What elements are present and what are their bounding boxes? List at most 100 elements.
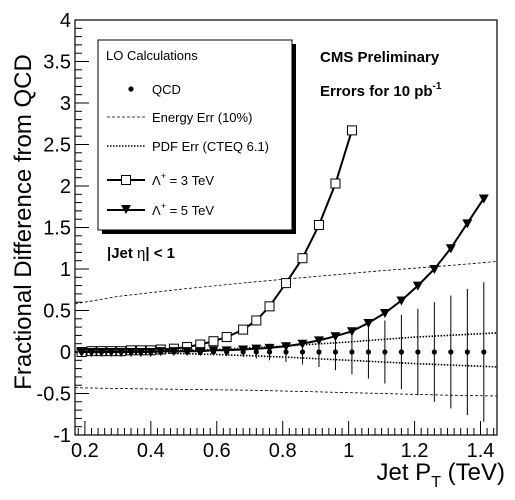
legend-lam3-suffix: = 3 TeV xyxy=(166,173,214,188)
lambda5-point xyxy=(462,219,473,229)
qcd-point xyxy=(398,349,404,355)
qcd-point xyxy=(415,349,421,355)
qcd-point xyxy=(240,349,246,355)
qcd-point xyxy=(481,349,487,355)
y-axis: -1 -0.5 0 0.5 1 1.5 2 2.5 3 3.5 4 xyxy=(37,10,89,447)
qcd-point xyxy=(158,349,164,355)
y-tick-label: -0.5 xyxy=(37,384,71,406)
y-tick-label: 0.5 xyxy=(43,301,71,323)
lambda3-point xyxy=(264,301,275,312)
lambda3-point xyxy=(297,253,308,264)
x-tick-label: 1.2 xyxy=(401,440,429,462)
legend-pdf-label: PDF Err (CTEQ 6.1) xyxy=(152,139,269,154)
y-tick-label: 3.5 xyxy=(43,52,71,74)
qcd-point xyxy=(184,349,190,355)
qcd-point xyxy=(197,349,203,355)
lambda5-point xyxy=(363,318,374,328)
eta-c: | < 1 xyxy=(145,245,175,262)
lambda3-point xyxy=(313,220,324,231)
qcd-point xyxy=(299,349,306,355)
lambda5-point xyxy=(396,296,407,306)
qcd-point xyxy=(88,349,95,355)
legend-lam3-label: Λ+ = 3 TeV xyxy=(152,171,214,188)
energy-err-series xyxy=(74,261,498,397)
x-tick-label: 1 xyxy=(343,440,354,462)
qcd-point xyxy=(283,349,289,355)
legend-lam5-marker xyxy=(121,205,131,214)
x-axis-title: Jet PT (TeV) xyxy=(377,459,506,491)
qcd-point xyxy=(464,349,470,355)
legend-lam3-sup: + xyxy=(161,171,166,181)
qcd-point xyxy=(98,349,104,355)
legend-qcd-label: QCD xyxy=(152,82,181,97)
legend-qcd-marker xyxy=(128,86,134,92)
x-axis-title-unit: (TeV) xyxy=(441,459,505,486)
lambda5-point xyxy=(445,244,456,254)
lambda3-point xyxy=(238,324,249,335)
legend-lam3-prefix: Λ xyxy=(152,173,161,188)
qcd-point xyxy=(171,349,177,355)
y-axis-title: Fractional Difference from QCD xyxy=(10,54,37,390)
qcd-point xyxy=(210,349,217,355)
legend-lam5-sup: + xyxy=(161,201,166,211)
y-tick-label: -1 xyxy=(53,425,71,447)
x-axis: 0.2 0.4 0.6 0.8 1 1.2 1.4 xyxy=(71,421,494,462)
x-tick-label: 0.2 xyxy=(71,440,99,462)
y-tick-label: 3 xyxy=(60,93,71,115)
cms-preliminary-label: CMS Preliminary xyxy=(320,49,440,66)
energy-err-line xyxy=(74,387,498,397)
lambda5-point xyxy=(412,281,423,291)
qcd-point xyxy=(128,349,134,355)
y-tick-label: 1.5 xyxy=(43,218,71,240)
qcd-point xyxy=(148,349,154,355)
x-tick-label: 0.6 xyxy=(203,440,231,462)
y-tick-label: 2 xyxy=(60,176,71,198)
lambda3-point xyxy=(221,332,232,343)
legend-title: LO Calculations xyxy=(106,48,198,63)
qcd-point xyxy=(108,349,114,355)
x-tick-label: 0.4 xyxy=(137,440,165,462)
eta-a: |Jet xyxy=(107,245,137,262)
legend: LO Calculations QCD Energy Err (10%) PDF… xyxy=(97,39,296,234)
legend-energy-label: Energy Err (10%) xyxy=(152,110,252,125)
x-tick-label: 0.8 xyxy=(269,440,297,462)
y-tick-label: 2.5 xyxy=(43,135,71,157)
errors-sup: -1 xyxy=(433,81,442,92)
qcd-point xyxy=(431,349,437,355)
qcd-point xyxy=(349,349,355,355)
legend-lam5-prefix: Λ xyxy=(152,203,161,218)
x-axis-title-main: Jet P xyxy=(377,459,432,486)
lambda5-point xyxy=(478,194,489,204)
errors-label: Errors for 10 pb-1 xyxy=(320,81,442,100)
qcd-point xyxy=(138,349,144,355)
lambda3-point xyxy=(281,278,291,289)
qcd-point xyxy=(382,349,388,355)
x-axis-title-sub: T xyxy=(431,474,441,491)
qcd-point xyxy=(448,349,454,355)
lambda5-point xyxy=(379,308,390,318)
eta-cut-label: |Jet η| < 1 xyxy=(107,245,175,262)
qcd-point xyxy=(365,349,372,355)
qcd-point xyxy=(118,349,124,355)
qcd-series xyxy=(78,282,487,422)
y-tick-label: 1 xyxy=(60,259,71,281)
legend-box xyxy=(97,39,293,231)
qcd-point xyxy=(266,349,273,355)
lambda5-point xyxy=(429,265,440,274)
y-tick-label: 0 xyxy=(60,342,71,364)
lambda3-point xyxy=(346,125,357,136)
legend-lam5-label: Λ+ = 5 TeV xyxy=(152,201,214,218)
legend-lam5-suffix: = 5 TeV xyxy=(166,203,214,218)
lambda3-point xyxy=(330,178,341,189)
errors-main: Errors for 10 pb xyxy=(320,83,433,100)
lambda3-point xyxy=(251,315,262,326)
qcd-point xyxy=(253,349,259,355)
y-tick-label: 4 xyxy=(60,10,71,32)
lambda3-point xyxy=(208,336,219,347)
legend-lam3-marker xyxy=(121,175,131,185)
qcd-point xyxy=(224,349,230,355)
eta-b: η xyxy=(137,245,145,262)
x-tick-label: 1.4 xyxy=(467,440,495,462)
qcd-point xyxy=(316,349,322,355)
